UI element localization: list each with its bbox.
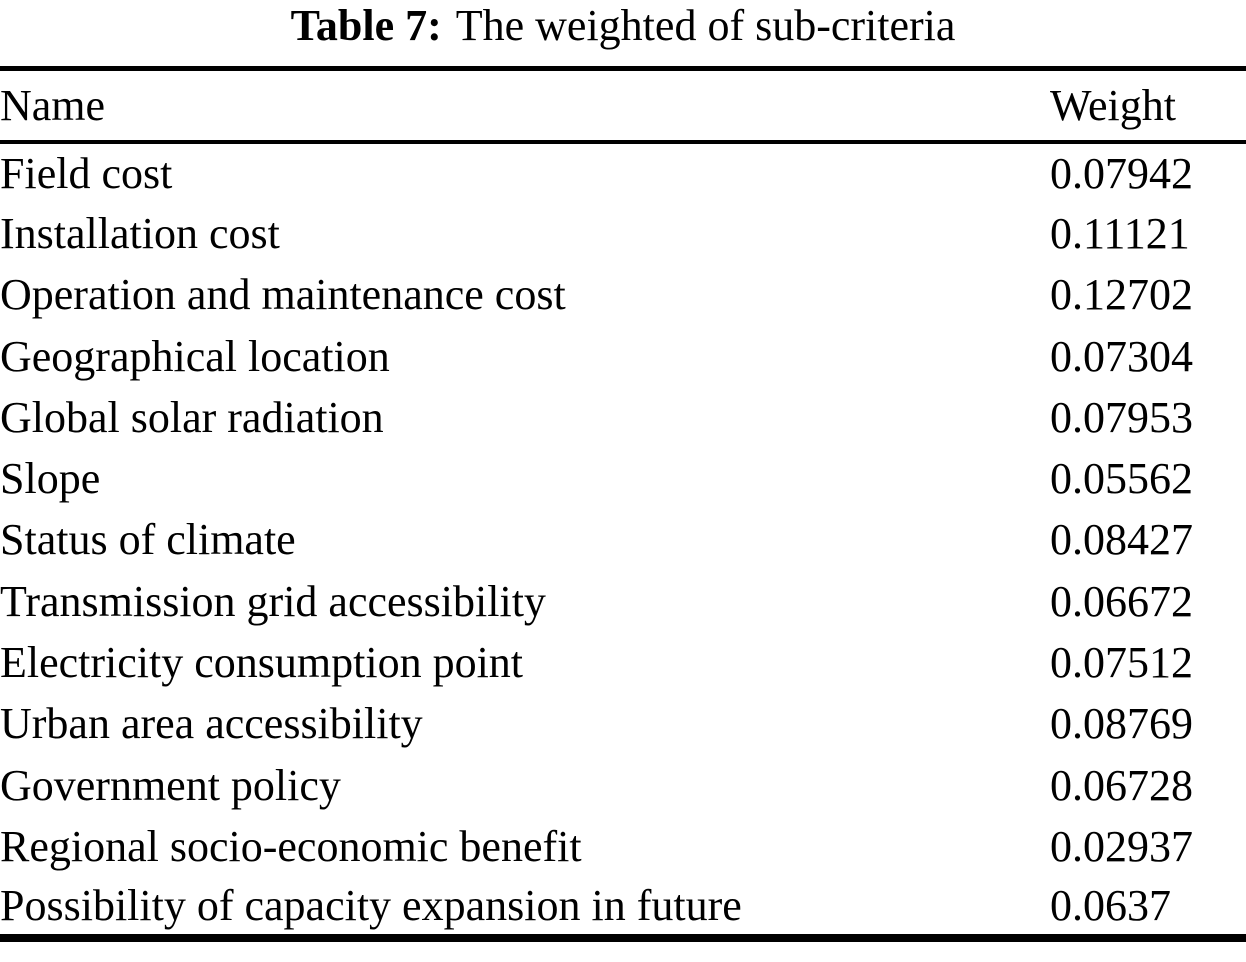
table-row: Geographical location 0.07304 — [0, 325, 1246, 386]
criterion-name-cell: Urban area accessibility — [0, 699, 423, 749]
table-row: Possibility of capacity expansion in fut… — [0, 877, 1246, 938]
criterion-weight-cell: 0.11121 — [1050, 208, 1190, 258]
criterion-name-cell: Slope — [0, 454, 101, 504]
criterion-weight-cell: 0.08769 — [1050, 699, 1193, 749]
criterion-weight-cell: 0.06672 — [1050, 576, 1193, 626]
criterion-name-cell: Possibility of capacity expansion in fut… — [0, 881, 742, 931]
header-row: Name Weight — [0, 69, 1246, 142]
criterion-name-cell: Electricity consumption point — [0, 638, 524, 688]
table-caption-label: Table 7: — [290, 1, 442, 50]
sub-criteria-weights-table: Name Weight Field cost 0.07942 Installat… — [0, 66, 1246, 943]
criterion-name-cell: Status of climate — [0, 515, 296, 565]
criterion-name-cell: Geographical location — [0, 331, 390, 381]
criterion-name-cell: Government policy — [0, 760, 341, 810]
table-row: Transmission grid accessibility 0.06672 — [0, 571, 1246, 632]
column-header-name: Name — [0, 80, 106, 130]
table-header: Name Weight — [0, 69, 1246, 142]
table-row: Installation cost 0.11121 — [0, 203, 1246, 264]
criterion-weight-cell: 0.06728 — [1050, 760, 1193, 810]
criterion-weight-cell: 0.05562 — [1050, 454, 1193, 504]
criterion-weight-cell: 0.07304 — [1050, 331, 1193, 381]
table-row: Field cost 0.07942 — [0, 142, 1246, 203]
criterion-name-cell: Transmission grid accessibility — [0, 576, 546, 626]
criterion-weight-cell: 0.02937 — [1050, 821, 1193, 871]
table-row: Urban area accessibility 0.08769 — [0, 693, 1246, 754]
table-row: Status of climate 0.08427 — [0, 509, 1246, 570]
criterion-weight-cell: 0.07942 — [1050, 148, 1193, 198]
table-body: Field cost 0.07942 Installation cost 0.1… — [0, 142, 1246, 939]
column-header-weight: Weight — [1050, 80, 1176, 130]
table-row: Regional socio-economic benefit 0.02937 — [0, 816, 1246, 877]
criterion-weight-cell: 0.12702 — [1050, 270, 1193, 320]
table-row: Government policy 0.06728 — [0, 754, 1246, 815]
table-row: Slope 0.05562 — [0, 448, 1246, 509]
table-row: Global solar radiation 0.07953 — [0, 387, 1246, 448]
table-caption-text: The weighted of sub-criteria — [455, 1, 956, 50]
criterion-weight-cell: 0.0637 — [1050, 881, 1171, 931]
criterion-name-cell: Field cost — [0, 148, 173, 198]
table-row: Operation and maintenance cost 0.12702 — [0, 264, 1246, 325]
criterion-weight-cell: 0.07953 — [1050, 392, 1193, 442]
criterion-name-cell: Global solar radiation — [0, 392, 384, 442]
criterion-name-cell: Operation and maintenance cost — [0, 270, 566, 320]
criterion-name-cell: Regional socio-economic benefit — [0, 821, 582, 871]
criterion-weight-cell: 0.07512 — [1050, 638, 1193, 688]
criterion-name-cell: Installation cost — [0, 208, 280, 258]
criterion-weight-cell: 0.08427 — [1050, 515, 1193, 565]
table-row: Electricity consumption point 0.07512 — [0, 632, 1246, 693]
table-caption: Table 7: The weighted of sub-criteria — [0, 0, 1246, 66]
